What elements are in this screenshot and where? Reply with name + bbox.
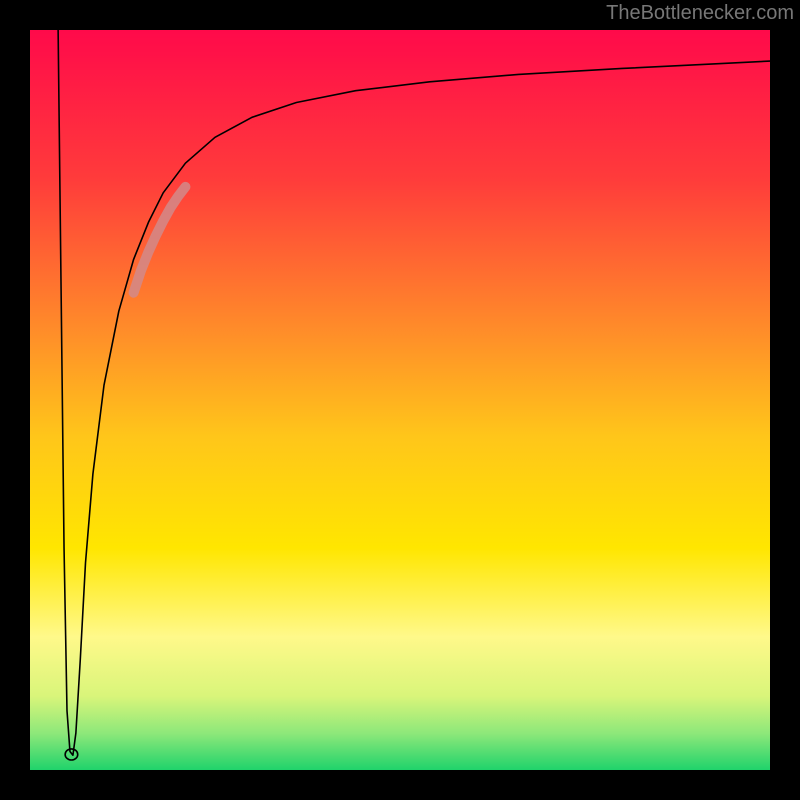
bottleneck-chart xyxy=(0,0,800,800)
plot-area-gradient xyxy=(30,30,770,770)
watermark-text: TheBottlenecker.com xyxy=(606,2,794,25)
figure-root: TheBottlenecker.com xyxy=(0,0,800,800)
